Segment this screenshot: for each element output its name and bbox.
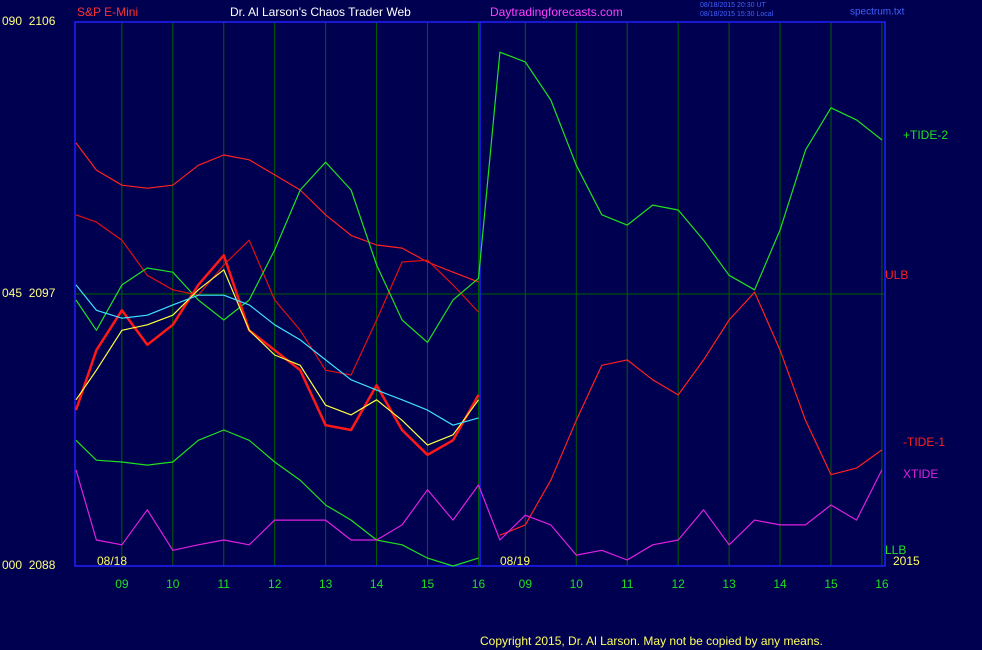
timestamp: 08/18/2015 15:30 Local: [700, 11, 774, 18]
series-line: [75, 142, 479, 283]
labels: S&P E-Mini Dr. Al Larson's Chaos Trader …: [2, 2, 948, 648]
x-tick-label: 10: [570, 577, 584, 591]
x-tick-label: 11: [621, 577, 634, 591]
x-tick-label: 12: [268, 577, 282, 591]
series-label: XTIDE: [903, 467, 938, 481]
website: Daytradingforecasts.com: [490, 5, 623, 19]
date-label: 2015: [893, 554, 920, 568]
series-line: [75, 469, 883, 561]
x-tick-label: 14: [773, 577, 787, 591]
x-tick-label: 14: [370, 577, 384, 591]
lines: [74, 51, 883, 567]
x-tick-label: 11: [218, 577, 231, 591]
x-tick-label: 12: [671, 577, 685, 591]
x-tick-label: 09: [115, 577, 129, 591]
instrument: S&P E-Mini: [77, 5, 138, 19]
timestamp: 08/18/2015 20:30 UT: [700, 2, 766, 9]
x-tick-label: 15: [421, 577, 435, 591]
series-line: [74, 254, 480, 457]
x-tick-label: 13: [722, 577, 736, 591]
series-line: [75, 429, 479, 567]
series-line: [75, 214, 479, 376]
x-tick-label: 10: [166, 577, 180, 591]
x-tick-label: 13: [319, 577, 333, 591]
series-label: +TIDE-2: [903, 128, 948, 142]
series-line: [499, 291, 883, 536]
x-tick-label: 15: [824, 577, 838, 591]
x-tick-label: 16: [472, 577, 486, 591]
series-line: [75, 51, 883, 343]
series-line: [75, 269, 479, 446]
file-name: spectrum.txt: [850, 7, 905, 18]
series-label: LLB: [885, 543, 906, 557]
series-label: ULB: [885, 268, 908, 282]
series-line: [75, 284, 479, 426]
date-label: 08/18: [97, 554, 127, 568]
y-tick-label: 000 2088: [2, 558, 56, 572]
y-tick-label: 090 2106: [2, 14, 56, 28]
chart-title: Dr. Al Larson's Chaos Trader Web: [230, 5, 411, 19]
x-tick-label: 16: [875, 577, 889, 591]
x-tick-label: 09: [519, 577, 533, 591]
y-tick-label: 045 2097: [2, 286, 56, 300]
series-label: -TIDE-1: [903, 435, 945, 449]
date-label: 08/19: [500, 554, 530, 568]
copyright: Copyright 2015, Dr. Al Larson. May not b…: [480, 634, 823, 648]
